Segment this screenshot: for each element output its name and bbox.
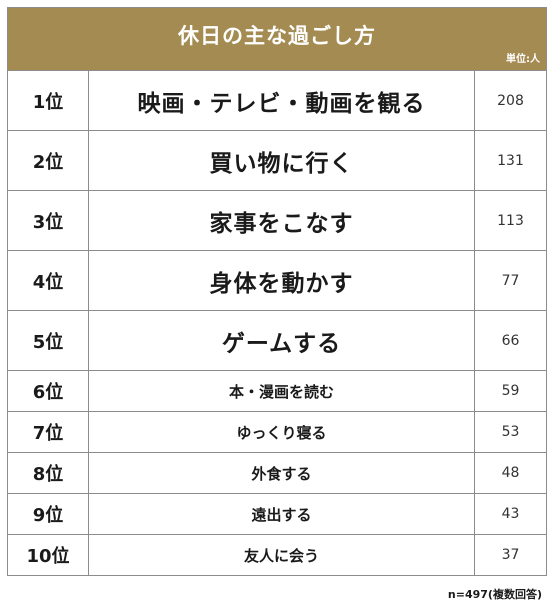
rank-cell: 10位 — [8, 534, 89, 575]
rank-cell: 7位 — [8, 411, 89, 453]
rank-cell: 3位 — [8, 190, 89, 251]
rank-cell: 4位 — [8, 250, 89, 311]
rank-cell: 9位 — [8, 493, 89, 535]
rank-cell: 8位 — [8, 452, 89, 494]
count-cell: 208 — [497, 92, 524, 109]
rank-cell: 6位 — [8, 370, 89, 412]
rank-cell: 1位 — [8, 71, 89, 131]
activity-cell: 映画・テレビ・動画を観る — [88, 71, 475, 131]
activity-cell: 友人に会う — [88, 534, 475, 575]
table-row: 10位 友人に会う 37 — [8, 534, 546, 575]
activity-cell: 家事をこなす — [88, 190, 475, 251]
table-row: 9位 遠出する 43 — [8, 493, 546, 535]
table-row: 1位 映画・テレビ・動画を観る 208 — [8, 71, 546, 131]
table-row: 7位 ゆっくり寝る 53 — [8, 411, 546, 453]
count-cell: 43 — [474, 493, 546, 535]
count-cell: 77 — [474, 250, 546, 311]
count-cell: 131 — [474, 130, 546, 191]
activity-cell: 遠出する — [88, 493, 475, 535]
count-cell: 113 — [474, 190, 546, 251]
table-row: 6位 本・漫画を読む 59 — [8, 370, 546, 412]
count-cell: 53 — [474, 411, 546, 453]
activity-cell: 外食する — [88, 452, 475, 494]
sample-size-note: n=497(複数回答) — [447, 588, 542, 601]
table-header: 休日の主な過ごし方 単位:人 — [8, 8, 546, 71]
table-title: 休日の主な過ごし方 — [178, 24, 376, 48]
ranking-table: 1位 映画・テレビ・動画を観る 208 2位 買い物に行く 131 3位 家事を… — [8, 71, 546, 575]
count-cell: 48 — [474, 452, 546, 494]
count-cell: 59 — [474, 370, 546, 412]
activity-cell: ゆっくり寝る — [88, 411, 475, 453]
rank-cell: 2位 — [8, 130, 89, 191]
table-row: 5位 ゲームする 66 — [8, 310, 546, 371]
table-row: 2位 買い物に行く 131 — [8, 130, 546, 191]
rank-cell: 5位 — [8, 310, 89, 371]
activity-cell: 本・漫画を読む — [88, 370, 475, 412]
table-row: 3位 家事をこなす 113 — [8, 190, 546, 251]
table-row: 8位 外食する 48 — [8, 452, 546, 494]
activity-cell: 身体を動かす — [88, 250, 475, 311]
unit-label: 単位:人 — [506, 54, 540, 65]
count-cell: 37 — [474, 534, 546, 575]
activity-cell: ゲームする — [88, 310, 475, 371]
table-row: 4位 身体を動かす 77 — [8, 250, 546, 311]
ranking-table-container: 休日の主な過ごし方 単位:人 1位 映画・テレビ・動画を観る 208 2位 買い… — [7, 7, 547, 576]
activity-cell: 買い物に行く — [88, 130, 475, 191]
count-cell: 66 — [474, 310, 546, 371]
